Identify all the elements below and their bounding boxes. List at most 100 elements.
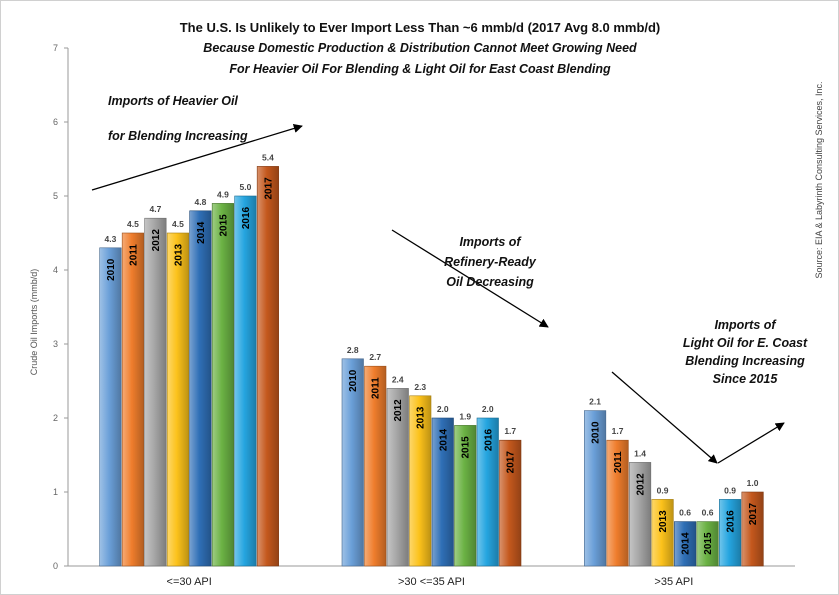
bar-year-label: 2011 — [613, 451, 624, 473]
bar-value-label: 4.5 — [127, 219, 139, 229]
bar-value-label: 1.4 — [634, 448, 646, 458]
bar-value-label: 4.3 — [105, 234, 117, 244]
bar — [99, 247, 122, 567]
arrow-light-up — [717, 422, 785, 464]
x-category-label: <=30 API — [167, 576, 212, 588]
arrow-light-down — [611, 371, 718, 464]
bar-value-label: 4.7 — [150, 204, 162, 214]
bars: 4.3 2010 4.5 2011 4.7 2012 4.5 2013 4.8 2014 4.9 20… — [99, 152, 764, 567]
bar-value-label: 4.5 — [172, 219, 184, 229]
bar-year-label: 2012 — [151, 229, 162, 252]
annotation-heavier-oil: Imports of Heavier Oil for Blending Incr… — [108, 94, 248, 143]
bar — [144, 217, 167, 567]
bar — [341, 358, 364, 567]
bar — [584, 410, 607, 567]
annotation-refinery-ready-line-1: Imports of — [459, 235, 522, 249]
bar-value-label: 2.8 — [347, 345, 359, 355]
bar — [189, 210, 212, 567]
bar-year-label: 2017 — [263, 177, 274, 200]
bar — [386, 388, 409, 567]
bar — [454, 425, 477, 567]
bar-year-label: 2010 — [348, 369, 359, 392]
bar-value-label: 2.0 — [482, 404, 494, 414]
bar — [476, 417, 499, 567]
bar — [166, 232, 189, 567]
bar-year-label: 2015 — [461, 436, 472, 459]
bar-year-label: 2016 — [483, 428, 494, 451]
bar-year-label: 2013 — [416, 406, 427, 429]
axes: 0 1 2 3 4 5 6 7 <=30 API >30 <=35 API >35 API — [53, 43, 795, 588]
bar-year-label: 2017 — [748, 502, 759, 525]
bar-value-label: 0.9 — [657, 485, 669, 495]
bar-value-label: 2.0 — [437, 404, 449, 414]
arrow-heavier-up — [91, 124, 303, 191]
chart-subtitle-line-1: Because Domestic Production & Distributi… — [203, 41, 637, 55]
bar-value-label: 2.3 — [414, 382, 426, 392]
bar-value-label: 0.6 — [702, 508, 714, 518]
bar — [499, 439, 522, 567]
annotation-refinery-ready: Imports of Refinery-Ready Oil Decreasing — [444, 235, 537, 289]
bar-year-label: 2015 — [703, 532, 714, 555]
bar-year-label: 2014 — [438, 428, 449, 451]
arrow-refinery-down — [391, 229, 549, 328]
y-tick-label: 6 — [53, 117, 58, 127]
bar-value-label: 1.7 — [612, 426, 624, 436]
bar — [431, 417, 454, 567]
bar — [211, 203, 234, 567]
bar-value-label: 2.7 — [369, 352, 381, 362]
annotation-heavier-oil-line-1: Imports of Heavier Oil — [108, 94, 238, 108]
bar-year-label: 2014 — [196, 221, 207, 244]
y-tick-label: 2 — [53, 413, 58, 423]
bar — [651, 499, 674, 567]
bar-value-label: 4.8 — [195, 197, 207, 207]
bar — [364, 365, 387, 567]
bar — [256, 166, 279, 567]
x-category-label: >35 API — [654, 576, 693, 588]
bar-year-label: 2016 — [241, 206, 252, 229]
bar-year-label: 2014 — [681, 532, 692, 555]
annotation-refinery-ready-line-2: Refinery-Ready — [444, 255, 537, 269]
bar — [674, 521, 697, 567]
bar — [121, 232, 144, 567]
x-category-label: >30 <=35 API — [398, 576, 465, 588]
y-tick-label: 1 — [53, 487, 58, 497]
bar-year-label: 2012 — [636, 473, 647, 496]
bar-value-label: 2.1 — [589, 397, 601, 407]
y-tick-label: 5 — [53, 191, 58, 201]
bar — [696, 521, 719, 567]
chart-title: The U.S. Is Unlikely to Ever Import Less… — [180, 20, 661, 35]
bar-year-label: 2017 — [506, 451, 517, 474]
bar-value-label: 1.0 — [747, 478, 759, 488]
y-tick-label: 0 — [53, 561, 58, 571]
trend-arrows — [91, 124, 785, 464]
source-note: Source: EIA & Labyrinth Consulting Servi… — [814, 81, 824, 278]
bar — [719, 499, 742, 567]
bar — [409, 395, 432, 567]
bar — [234, 195, 257, 567]
bar-value-label: 4.9 — [217, 189, 229, 199]
y-axis-label: Crude Oil Imports (mmb/d) — [29, 269, 39, 376]
bar-value-label: 5.0 — [240, 182, 252, 192]
bar-year-label: 2010 — [106, 258, 117, 281]
annotation-light-oil-line-4: Since 2015 — [713, 372, 779, 386]
bar-value-label: 1.9 — [459, 411, 471, 421]
bar-value-label: 0.6 — [679, 508, 691, 518]
annotation-heavier-oil-line-2: for Blending Increasing — [108, 129, 248, 143]
bar — [741, 491, 764, 567]
y-tick-label: 4 — [53, 265, 58, 275]
bar — [629, 462, 652, 567]
bar-year-label: 2013 — [173, 243, 184, 266]
y-tick-label: 7 — [53, 43, 58, 53]
bar-year-label: 2010 — [591, 421, 602, 444]
bar — [606, 439, 629, 567]
bar-year-label: 2011 — [128, 244, 139, 266]
annotation-light-oil-line-3: Blending Increasing — [685, 354, 805, 368]
y-tick-label: 3 — [53, 339, 58, 349]
bar-year-label: 2015 — [218, 214, 229, 237]
bar-value-label: 0.9 — [724, 485, 736, 495]
bar-value-label: 5.4 — [262, 152, 274, 162]
annotation-light-oil: Imports of Light Oil for E. Coast Blendi… — [683, 318, 808, 386]
bar-year-label: 2013 — [658, 510, 669, 533]
bar-year-label: 2016 — [726, 510, 737, 533]
